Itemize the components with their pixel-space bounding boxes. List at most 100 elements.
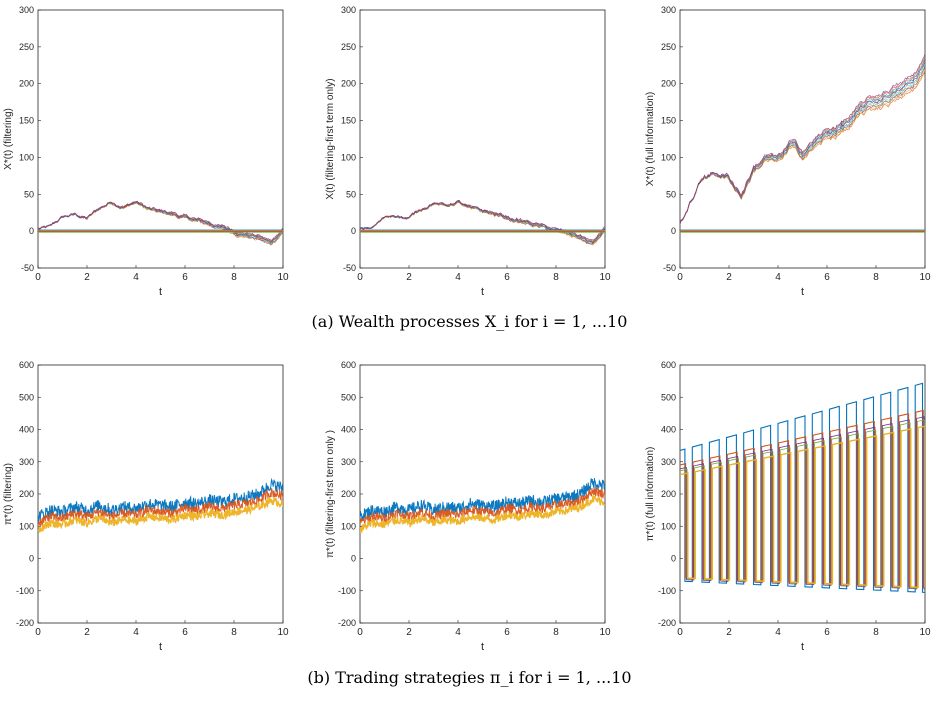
y-tick-label: -100 xyxy=(338,586,356,596)
y-tick-label: 200 xyxy=(341,79,356,89)
chart-panel-4: 0 2 4 6 8 10 -200 -100 0 100 200 300 400 500 600 t π*(t)… xyxy=(3,360,289,653)
x-tick-label: 2 xyxy=(406,627,412,638)
series-line xyxy=(38,488,283,527)
x-tick-label: 2 xyxy=(84,627,90,638)
y-tick-label: -50 xyxy=(21,263,34,273)
y-tick-label: 0 xyxy=(29,554,34,564)
x-tick-label: 4 xyxy=(455,272,461,283)
caption-b: (b) Trading strategies π_i for i = 1, ..… xyxy=(307,668,632,687)
y-tick-label: 200 xyxy=(661,489,676,499)
series-line xyxy=(680,409,925,589)
y-tick-label: -50 xyxy=(663,263,676,273)
x-axis-label: t xyxy=(159,641,162,653)
series-line xyxy=(38,496,283,533)
plot-area xyxy=(680,53,925,233)
y-tick-label: 200 xyxy=(661,79,676,89)
y-tick-label: 300 xyxy=(19,5,34,15)
y-tick-label: 250 xyxy=(19,42,34,52)
plot-frame xyxy=(359,9,606,269)
x-tick-label: 10 xyxy=(277,272,289,283)
y-tick-label: 600 xyxy=(19,360,34,370)
x-tick-label: 10 xyxy=(599,627,611,638)
y-tick-label: 500 xyxy=(341,392,356,402)
plot-area xyxy=(360,478,605,534)
y-tick-label: 400 xyxy=(661,425,676,435)
series-line xyxy=(360,493,605,534)
y-tick-label: -100 xyxy=(16,586,34,596)
x-axis-label: t xyxy=(801,641,804,653)
y-tick-label: 600 xyxy=(661,360,676,370)
y-tick-label: 300 xyxy=(661,457,676,467)
plot-area xyxy=(38,477,283,533)
x-tick-label: 6 xyxy=(504,627,510,638)
y-tick-label: 200 xyxy=(19,79,34,89)
y-tick-label: 0 xyxy=(351,226,356,236)
y-tick-label: 250 xyxy=(661,42,676,52)
y-tick-label: 400 xyxy=(341,425,356,435)
plot-area xyxy=(360,199,605,246)
x-tick-label: 8 xyxy=(553,272,559,283)
y-tick-label: 0 xyxy=(351,554,356,564)
plot-area xyxy=(680,382,925,593)
y-tick-label: 100 xyxy=(341,521,356,531)
x-tick-label: 8 xyxy=(231,627,237,638)
x-tick-label: 4 xyxy=(455,627,461,638)
y-tick-label: -200 xyxy=(658,618,676,628)
plot-area xyxy=(38,200,283,246)
x-tick-label: 0 xyxy=(677,272,683,283)
series-line xyxy=(680,53,925,224)
x-tick-label: 6 xyxy=(504,272,510,283)
y-axis-label: X*(t) (filtering) xyxy=(3,108,14,170)
y-tick-label: 200 xyxy=(19,489,34,499)
chart-panel-6: 0 2 4 6 8 10 -200 -100 0 100 200 300 400 500 600 t π*(t)… xyxy=(645,360,931,653)
y-axis-label: X(t) (filtering-first term only) xyxy=(325,78,336,199)
x-tick-label: 4 xyxy=(133,272,139,283)
y-tick-label: 300 xyxy=(661,5,676,15)
y-tick-label: 0 xyxy=(671,554,676,564)
y-tick-label: 0 xyxy=(671,226,676,236)
y-tick-label: 100 xyxy=(19,152,34,162)
x-tick-label: 2 xyxy=(726,627,732,638)
y-tick-label: 100 xyxy=(341,152,356,162)
plot-frame xyxy=(679,364,926,624)
series-line xyxy=(680,382,925,593)
x-tick-label: 8 xyxy=(231,272,237,283)
y-tick-label: 100 xyxy=(19,521,34,531)
y-tick-label: 300 xyxy=(19,457,34,467)
plot-frame xyxy=(359,364,606,624)
x-axis-label: t xyxy=(801,286,804,298)
y-tick-label: 50 xyxy=(346,189,356,199)
y-tick-label: 150 xyxy=(661,116,676,126)
plot-frame xyxy=(37,364,284,624)
plot-frame xyxy=(679,9,926,269)
series-line xyxy=(680,58,925,224)
y-axis-label: π*(t) (full information) xyxy=(645,447,656,542)
y-tick-label: 50 xyxy=(666,189,676,199)
x-tick-label: 4 xyxy=(775,272,781,283)
x-axis-label: t xyxy=(481,641,484,653)
plot-frame xyxy=(37,9,284,269)
y-tick-label: 600 xyxy=(341,360,356,370)
x-axis-label: t xyxy=(481,286,484,298)
y-tick-label: 50 xyxy=(24,189,34,199)
x-tick-label: 0 xyxy=(35,627,41,638)
x-tick-label: 2 xyxy=(726,272,732,283)
y-tick-label: 250 xyxy=(341,42,356,52)
chart-panel-5: 0 2 4 6 8 10 -200 -100 0 100 200 300 400 500 600 t π*(t)… xyxy=(325,360,611,653)
y-tick-label: 400 xyxy=(19,425,34,435)
y-tick-label: -200 xyxy=(16,618,34,628)
y-axis-label: π*(t) (filtering-first term only ) xyxy=(325,430,336,558)
x-tick-label: 8 xyxy=(873,272,879,283)
y-tick-label: -50 xyxy=(343,263,356,273)
x-tick-label: 6 xyxy=(824,627,830,638)
y-tick-label: -200 xyxy=(338,618,356,628)
y-tick-label: 300 xyxy=(341,5,356,15)
x-tick-label: 0 xyxy=(357,272,363,283)
x-axis-label: t xyxy=(159,286,162,298)
y-tick-label: -100 xyxy=(658,586,676,596)
x-tick-label: 4 xyxy=(133,627,139,638)
y-axis-label: π*(t) (filtering) xyxy=(3,463,14,525)
caption-a: (a) Wealth processes X_i for i = 1, ...1… xyxy=(311,312,628,331)
x-tick-label: 6 xyxy=(824,272,830,283)
